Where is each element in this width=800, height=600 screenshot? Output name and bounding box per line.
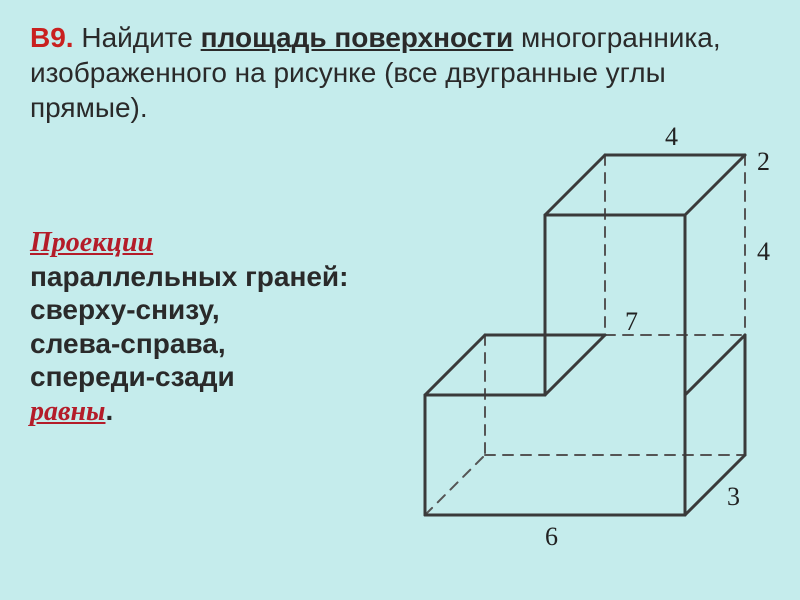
problem-label: В9. (30, 22, 74, 53)
hint-equal: равны (30, 396, 105, 427)
svg-text:3: 3 (727, 482, 740, 511)
hint-line2: параллельных граней: (30, 260, 360, 294)
svg-text:7: 7 (625, 307, 638, 336)
svg-text:2: 2 (757, 147, 770, 176)
problem-text: В9. Найдите площадь поверхности многогра… (30, 20, 770, 125)
problem-lead: Найдите (74, 22, 201, 53)
svg-text:4: 4 (665, 122, 678, 151)
hint-line3: сверху-снизу, (30, 293, 360, 327)
hint-line5: спереди-сзади (30, 360, 360, 394)
svg-text:4: 4 (757, 237, 770, 266)
problem-underlined: площадь поверхности (201, 22, 514, 53)
hint-line4: слева-справа, (30, 327, 360, 361)
hint-period: . (105, 395, 113, 426)
diagram: 4 2 4 7 6 3 (365, 115, 775, 585)
hint-block: Проекции параллельных граней: сверху-сни… (30, 225, 360, 429)
polyhedron-svg: 4 2 4 7 6 3 (365, 115, 775, 585)
slide: В9. Найдите площадь поверхности многогра… (0, 0, 800, 600)
svg-text:6: 6 (545, 522, 558, 551)
hint-projections: Проекции (30, 227, 153, 258)
